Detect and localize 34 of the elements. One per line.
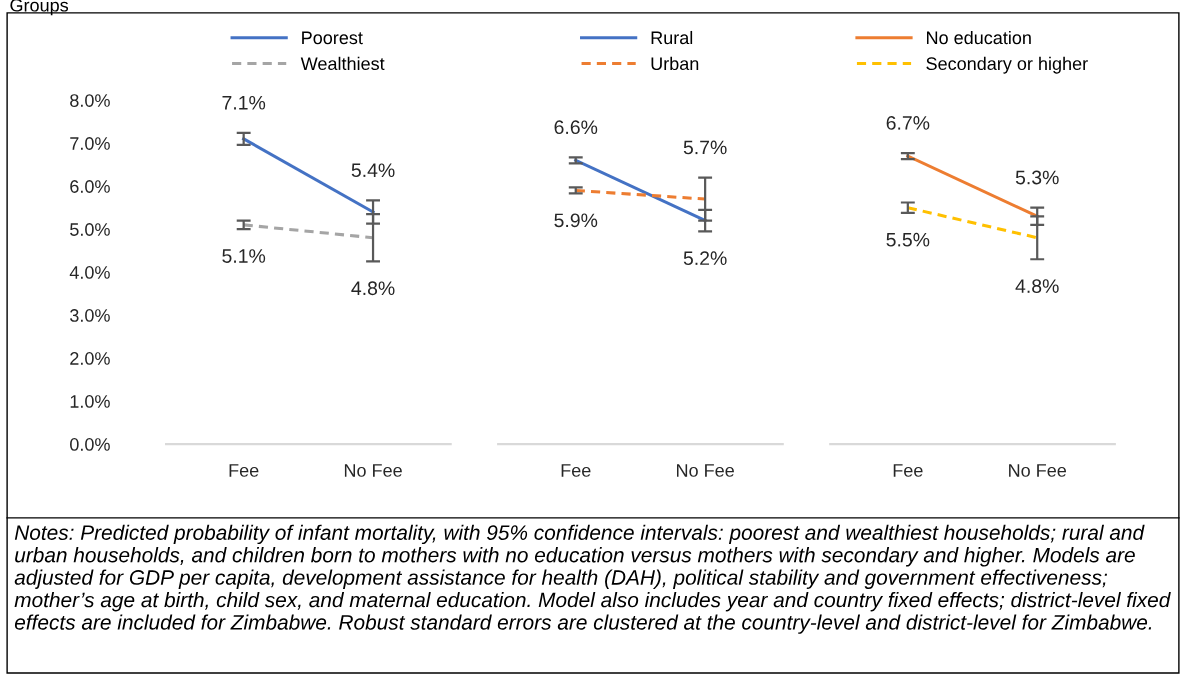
x-tick-label: Fee xyxy=(229,464,259,477)
data-label: 5.7% xyxy=(683,140,727,155)
data-label: 5.5% xyxy=(886,232,930,247)
y-tick-label: 6.0% xyxy=(70,180,110,193)
legend-label: Poorest xyxy=(302,31,363,45)
data-label: 6.7% xyxy=(886,116,930,130)
data-label: 4.8% xyxy=(1015,279,1059,293)
data-label: 4.8% xyxy=(351,281,395,296)
legend-label: Wealthiest xyxy=(300,56,385,71)
y-tick-label: 7.0% xyxy=(70,137,110,150)
x-tick-label: No Fee xyxy=(1009,464,1067,477)
data-label: 5.3% xyxy=(1015,170,1059,185)
x-tick-label: No Fee xyxy=(344,464,402,477)
y-tick-label: 0.0% xyxy=(70,438,110,451)
y-tick-label: 2.0% xyxy=(70,352,110,365)
data-label: 7.1% xyxy=(222,95,266,110)
text: Notes: Predicted probability of infant mortality, with 95% confidence intervals: poorest and wealthiest households; rural and urban households, and children born to mothers with no education versus mothers with secondary and higher. Models are adjusted for GDP per capita, development assistance for health (DAH), political stability and government effectiveness; mother’s age at birth, child sex, and maternal education. Model also includes year and country fixed effects; district-level fixed effects are included for Zimbabwe. Robust standard errors are clustered at the country-level and district-level for Zimbabwe. xyxy=(14,524,1171,634)
legend-label: Secondary or higher xyxy=(926,56,1088,74)
x-tick-label: No Fee xyxy=(677,464,734,477)
y-tick-label: 3.0% xyxy=(70,309,110,322)
legend-label: Urban xyxy=(651,56,699,71)
y-tick-label: 4.0% xyxy=(69,266,110,279)
x-tick-label: Fee xyxy=(893,464,923,477)
y-tick-label: 8.0% xyxy=(70,94,110,107)
data-label: 5.1% xyxy=(222,249,266,263)
data-label: 5.9% xyxy=(554,213,598,228)
legend-label: No education xyxy=(927,30,1031,45)
data-label: 6.6% xyxy=(554,120,598,135)
x-tick-label: Fee xyxy=(561,464,591,477)
data-label: 5.2% xyxy=(683,251,727,266)
y-tick-label: 5.0% xyxy=(70,223,110,236)
data-label: 5.4% xyxy=(351,163,395,178)
y-tick-label: 1.0% xyxy=(70,395,110,408)
legend-label: Rural xyxy=(651,30,693,45)
